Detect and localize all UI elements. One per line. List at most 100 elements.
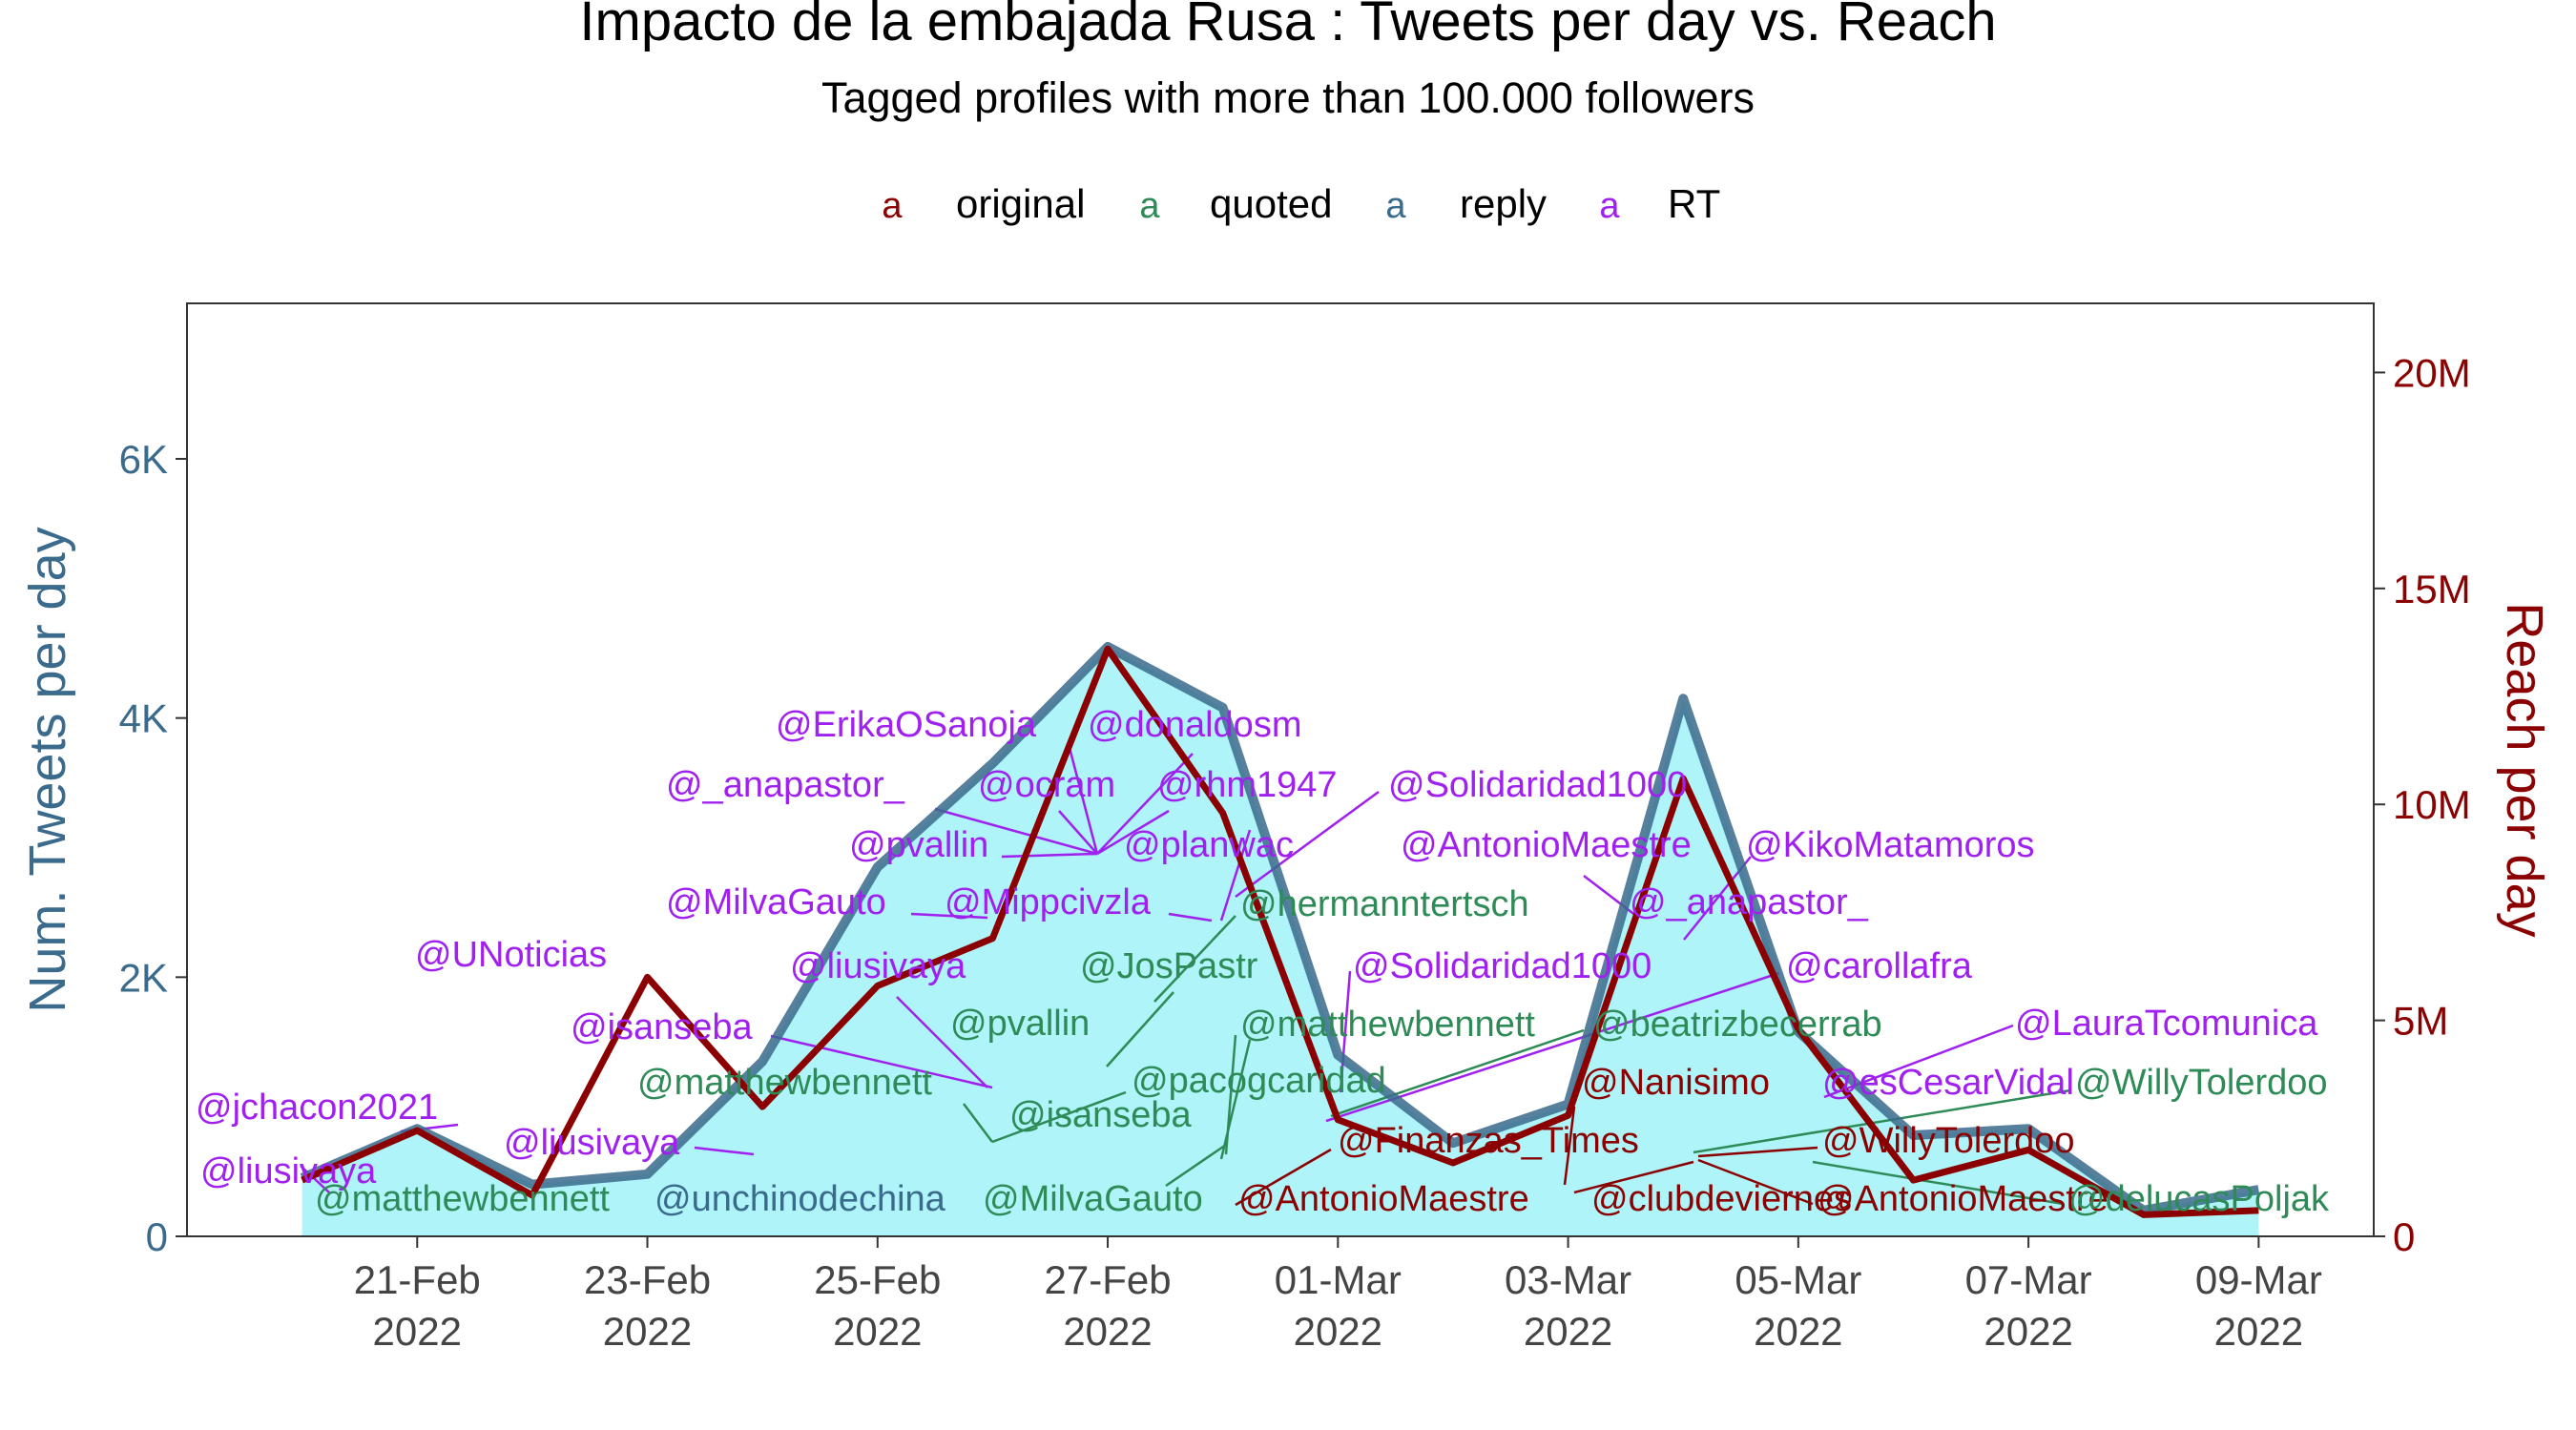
annotation-label: @pacogcaridad (1132, 1061, 1386, 1101)
annotation-label: @delucasPoljak (2068, 1179, 2330, 1219)
annotation-label: @Mippcivzla (945, 882, 1152, 922)
annotation-segment (1153, 915, 1236, 1003)
y-right-tick-label: 0 (2393, 1214, 2415, 1259)
legend: a original a quoted a reply a RT (882, 181, 1720, 226)
annotation-label: @hermanntertsch (1240, 884, 1529, 924)
annotation-segment (1001, 852, 1098, 859)
annotation-label: @isanseba (1009, 1095, 1193, 1135)
annotation-label: @Solidaridad1000 (1388, 765, 1687, 805)
annotation-label: @MilvaGauto (983, 1179, 1203, 1219)
annotation-label: @_anapastor_ (1630, 882, 1869, 922)
chart-subtitle: Tagged profiles with more than 100.000 f… (821, 73, 1755, 122)
annotation-segment (934, 807, 1098, 856)
annotation-segment (1235, 1148, 1332, 1207)
x-tick-label-date: 03-Mar (1505, 1257, 1631, 1302)
y-axis-left-title: Num. Tweets per day (19, 527, 76, 1012)
x-tick-label-year: 2022 (603, 1309, 692, 1354)
y-left-tick-label: 2K (119, 955, 168, 1000)
legend-label-original: original (956, 181, 1085, 226)
annotation-segment (1697, 1146, 1818, 1158)
legend-label-reply: reply (1460, 181, 1547, 226)
annotation-label: @AntonioMaestre (1818, 1179, 2109, 1219)
chart-title: Impacto de la embajada Rusa : Tweets per… (579, 0, 1996, 52)
annotation-label: @esCesarVidal (1822, 1063, 2074, 1103)
legend-key-reply: a (1385, 186, 1406, 226)
annotation-segment (1096, 809, 1170, 856)
annotation-label: @WillyTolerdoo (2075, 1063, 2328, 1103)
x-tick-label-date: 27-Feb (1045, 1257, 1172, 1302)
x-tick-label-date: 25-Feb (814, 1257, 941, 1302)
legend-key-original: a (882, 186, 903, 226)
annotation-label: @rhm1947 (1157, 765, 1338, 805)
annotation-label: @unchinodechina (654, 1179, 946, 1219)
x-tick-label-year: 2022 (833, 1309, 922, 1354)
annotation-label: @beatrizbecerrab (1593, 1005, 1882, 1045)
annotation-segment (1693, 1088, 2071, 1154)
annotation-label: @matthewbennett (315, 1179, 610, 1219)
annotation-label: @WillyTolerdoo (1822, 1121, 2075, 1161)
legend-key-quoted: a (1139, 186, 1160, 226)
annotation-label: @liusivaya (200, 1151, 377, 1192)
annotation-segment (1563, 1106, 1576, 1186)
area-series-group (301, 646, 2259, 1236)
annotation-label: @MilvaGauto (666, 882, 886, 922)
y-right-tick-label: 10M (2393, 782, 2471, 827)
y-axis-right: 0 5M 10M 15M 20M (2374, 350, 2471, 1259)
y-right-tick-label: 5M (2393, 999, 2448, 1044)
x-tick-label-year: 2022 (1524, 1309, 1612, 1354)
annotation-segment (694, 1146, 755, 1156)
x-tick-label-date: 05-Mar (1735, 1257, 1861, 1302)
annotation-label: @JosPastr (1080, 946, 1258, 986)
annotation-segment (300, 1165, 330, 1193)
annotation-label: @AntonioMaestre (1401, 825, 1692, 865)
annotation-label: @liusivaya (504, 1123, 680, 1163)
y-axis-right-title: Reach per day (2496, 602, 2553, 937)
x-tick-label-year: 2022 (1063, 1309, 1152, 1354)
annotation-segment (1067, 743, 1099, 855)
x-tick-label-date: 09-Mar (2195, 1257, 2322, 1302)
annotation-segment (991, 1090, 1127, 1144)
x-tick-label-year: 2022 (2214, 1309, 2303, 1354)
annotation-label: @pvallin (950, 1004, 1090, 1044)
x-tick-label-year: 2022 (1984, 1309, 2072, 1354)
x-axis: 21-Feb 2022 23-Feb 2022 25-Feb 2022 27-Feb 2022… (354, 1236, 2322, 1354)
legend-key-rt: a (1599, 186, 1620, 226)
annotation-segment (1219, 829, 1252, 922)
annotation-segment (1325, 971, 1780, 1123)
annotation-label: @AntonioMaestre (1238, 1179, 1529, 1219)
annotation-label: @isanseba (571, 1007, 754, 1047)
annotation-segment (963, 1103, 993, 1143)
x-tick-label-date: 01-Mar (1275, 1257, 1402, 1302)
annotation-segment (1106, 991, 1174, 1067)
annotation-label: @Nanisimo (1582, 1063, 1770, 1103)
annotation-segment (896, 996, 988, 1088)
x-tick-label-date: 23-Feb (584, 1257, 711, 1302)
annotation-segment (770, 1034, 993, 1089)
annotation-segment (910, 912, 988, 920)
annotation-segment (1168, 912, 1213, 922)
annotation-segment (1096, 753, 1194, 855)
annotation-label: @matthewbennett (637, 1063, 932, 1103)
y-right-tick-label: 20M (2393, 350, 2471, 395)
annotation-segment (1058, 810, 1098, 855)
annotation-label: @liusivaya (790, 946, 966, 986)
x-tick-label-date: 07-Mar (1965, 1257, 2092, 1302)
annotation-segment (1165, 1143, 1227, 1188)
annotation-label: @planwac (1124, 825, 1294, 865)
y-right-tick-label: 15M (2393, 567, 2471, 611)
annotation-segment (1573, 1160, 1694, 1194)
y-left-tick-label: 0 (146, 1214, 168, 1259)
line-series-group (300, 641, 2260, 1218)
annotation-label: @Solidaridad1000 (1353, 946, 1652, 986)
tweets-line (300, 641, 2260, 1215)
annotation-segment (1330, 1028, 1585, 1118)
annotation-label: @Finanzas_Times (1338, 1121, 1639, 1161)
annotation-segment (1219, 1039, 1252, 1160)
annotation-label: @LauraTcomunica (2015, 1004, 2318, 1044)
annotation-label: @ocram (978, 765, 1115, 805)
annotation-segment (1697, 1158, 1814, 1206)
legend-label-quoted: quoted (1210, 181, 1332, 226)
annotation-label: @donaldosm (1088, 705, 1301, 745)
x-tick-label-date: 21-Feb (354, 1257, 481, 1302)
